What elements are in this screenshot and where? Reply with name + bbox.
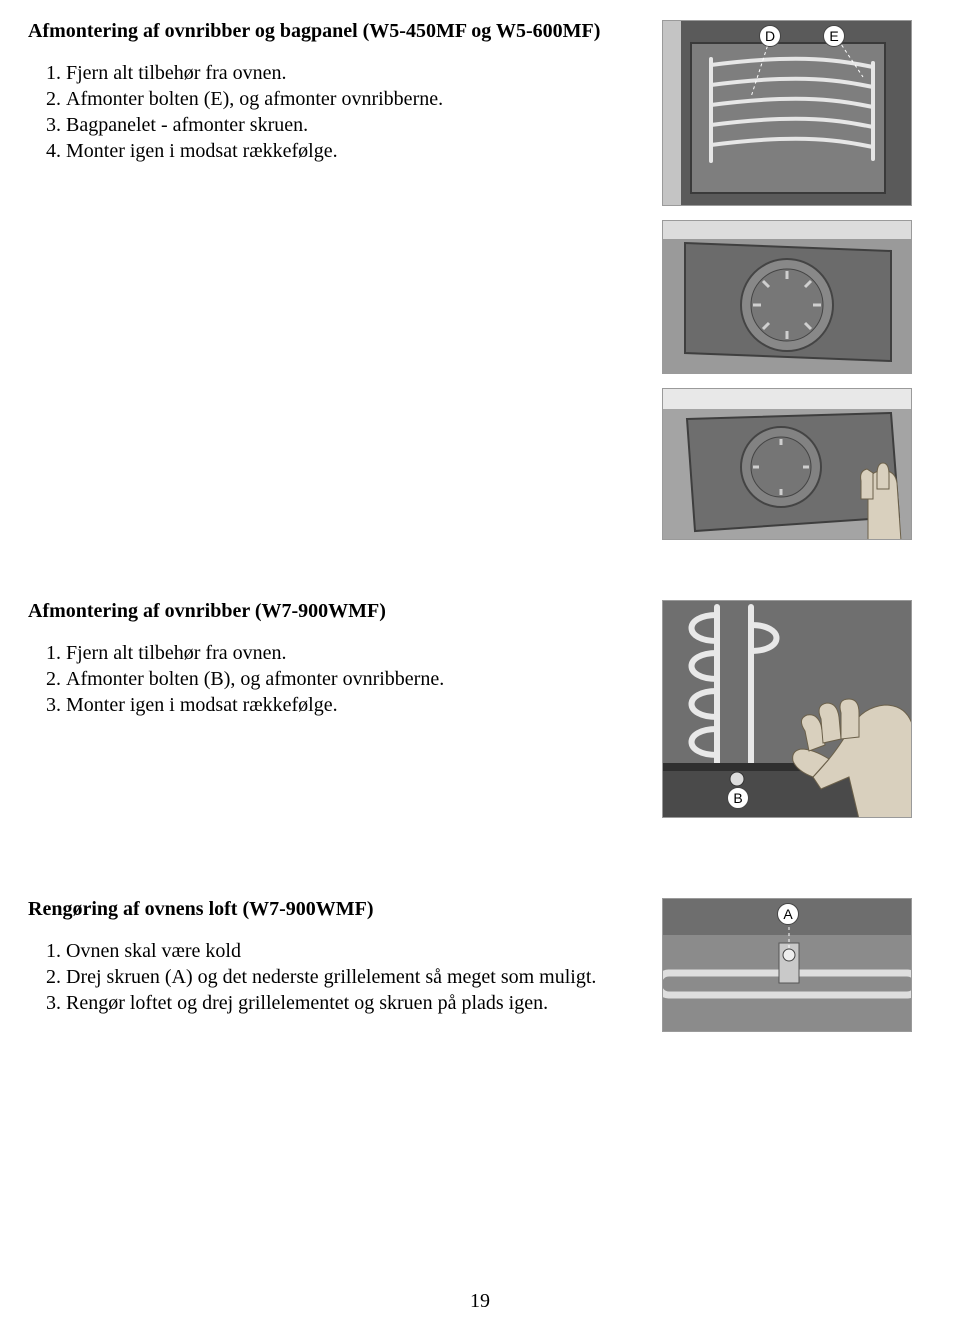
section1-list: Fjern alt tilbehør fra ovnen. Afmonter b… — [28, 61, 634, 164]
back-panel-illustration — [663, 221, 912, 374]
section2-list: Fjern alt tilbehør fra ovnen. Afmonter b… — [28, 641, 634, 718]
section2-figure: B — [662, 600, 912, 818]
list-item: Afmonter bolten (B), og afmonter ovnribb… — [66, 667, 634, 692]
figure-grill-screw: A — [662, 898, 912, 1032]
label-d-badge: D — [759, 25, 781, 47]
section1-figures: D E — [662, 20, 912, 540]
section3-text: Rengøring af ovnens loft (W7-900WMF) Ovn… — [28, 898, 634, 1017]
section1-title: Afmontering af ovnribber og bagpanel (W5… — [28, 20, 634, 43]
list-item: Monter igen i modsat rækkefølge. — [66, 693, 634, 718]
list-item: Afmonter bolten (E), og afmonter ovnribb… — [66, 87, 634, 112]
list-item: Fjern alt tilbehør fra ovnen. — [66, 61, 634, 86]
list-item: Monter igen i modsat rækkefølge. — [66, 139, 634, 164]
section3-title: Rengøring af ovnens loft (W7-900WMF) — [28, 898, 634, 921]
figure-back-panel-remove — [662, 388, 912, 540]
list-item: Bagpanelet - afmonter skruen. — [66, 113, 634, 138]
section3-figure: A — [662, 898, 912, 1032]
section3-list: Ovnen skal være kold Drej skruen (A) og … — [28, 939, 634, 1016]
list-item: Drej skruen (A) og det nederste grillele… — [66, 965, 634, 990]
label-b-badge: B — [727, 787, 749, 809]
list-item: Rengør loftet og drej grillelementet og … — [66, 991, 634, 1016]
list-item: Ovnen skal være kold — [66, 939, 634, 964]
section2-text: Afmontering af ovnribber (W7-900WMF) Fje… — [28, 600, 634, 719]
oven-ribs-illustration — [663, 21, 912, 206]
page-number: 19 — [0, 1290, 960, 1313]
rib-bolt-illustration — [663, 601, 912, 818]
label-a-badge: A — [777, 903, 799, 925]
figure-rib-bolt: B — [662, 600, 912, 818]
section2-title: Afmontering af ovnribber (W7-900WMF) — [28, 600, 634, 623]
list-item: Fjern alt tilbehør fra ovnen. — [66, 641, 634, 666]
back-panel-remove-illustration — [663, 389, 912, 540]
figure-back-panel — [662, 220, 912, 374]
section1-text: Afmontering af ovnribber og bagpanel (W5… — [28, 20, 634, 165]
figure-oven-ribs: D E — [662, 20, 912, 206]
label-e-badge: E — [823, 25, 845, 47]
